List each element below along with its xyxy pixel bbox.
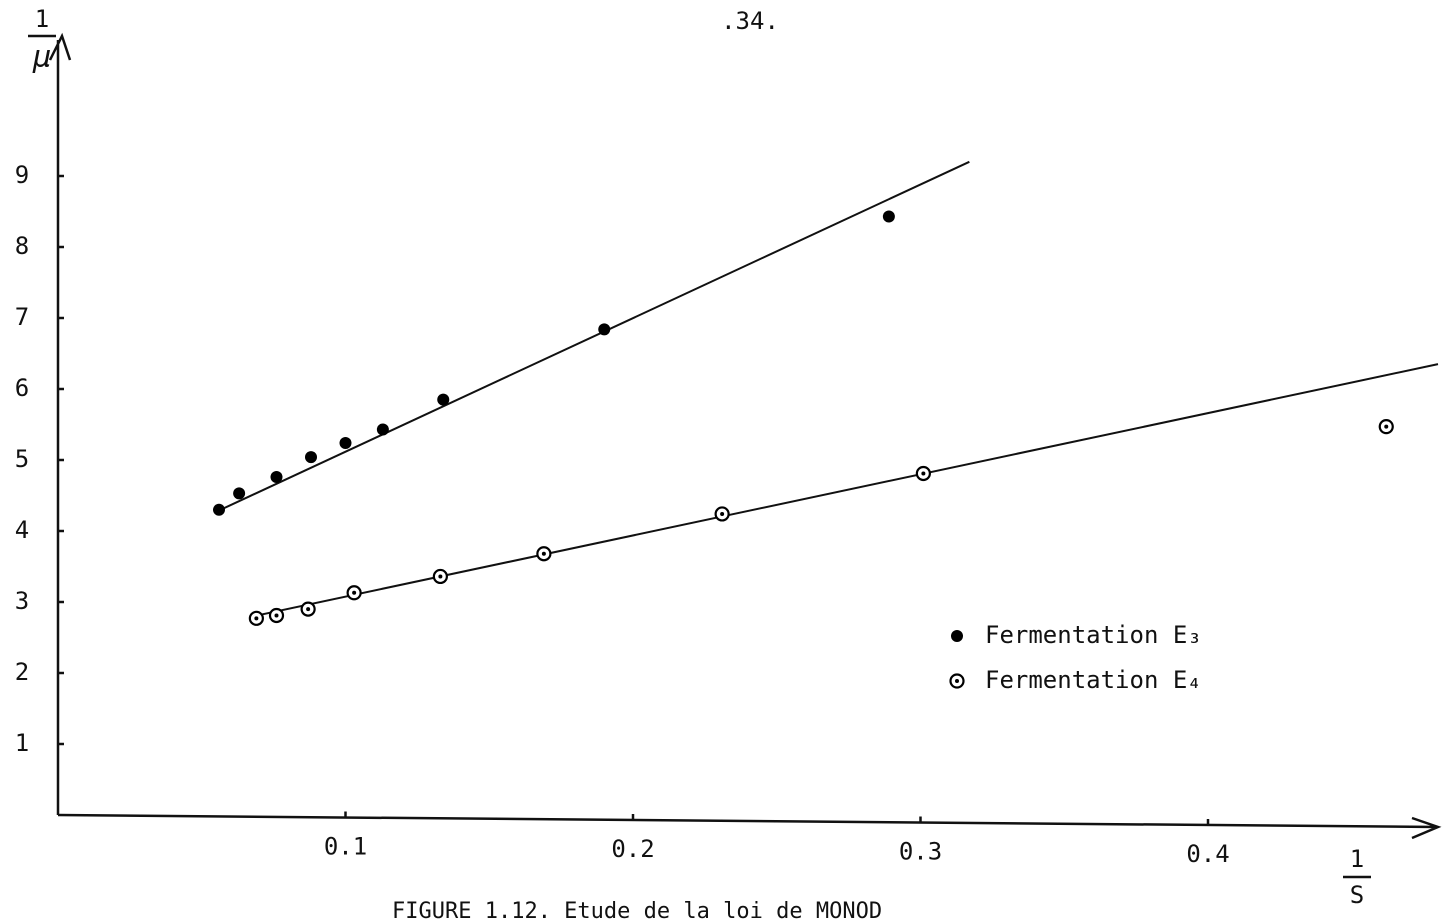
- y-tick-label: 2: [15, 658, 29, 686]
- x-tick-label: 0.3: [899, 838, 942, 866]
- y-tick-label: 3: [15, 587, 29, 615]
- dot: [254, 616, 259, 621]
- legend-marker: [951, 630, 963, 642]
- dot: [270, 471, 283, 484]
- dot: [921, 471, 926, 476]
- dot: [352, 590, 357, 595]
- x-label-numerator: 1: [1350, 845, 1364, 873]
- dot: [306, 607, 311, 612]
- dot: [951, 630, 963, 642]
- point: [233, 487, 246, 500]
- point: [305, 451, 317, 464]
- y-axis: [48, 32, 72, 815]
- point: [714, 506, 730, 522]
- x-label-denominator: S: [1350, 881, 1364, 909]
- y-tick-label: 1: [15, 729, 29, 757]
- fit-line: [215, 160, 970, 513]
- y-tick-label: 9: [15, 161, 29, 189]
- x-axis: [57, 813, 1442, 840]
- dot: [376, 423, 389, 436]
- point: [346, 585, 362, 601]
- point: [339, 436, 352, 449]
- dot: [1384, 424, 1389, 429]
- legend-label: Fermentation E₄: [985, 666, 1202, 694]
- dot: [598, 323, 611, 336]
- point: [376, 423, 389, 436]
- point: [1378, 419, 1394, 435]
- fit-line: [253, 363, 1439, 618]
- point: [882, 210, 895, 223]
- x-tick-label: 0.4: [1186, 840, 1229, 868]
- dot: [233, 487, 246, 500]
- point: [300, 601, 316, 617]
- y-tick-label: 7: [15, 303, 29, 331]
- x-tick-label: 0.1: [324, 833, 367, 861]
- point: [268, 607, 285, 624]
- y-tick-label: 4: [15, 516, 29, 544]
- dot: [882, 210, 895, 223]
- dot: [720, 511, 725, 516]
- dot: [437, 393, 450, 406]
- dot: [339, 436, 352, 449]
- legend-marker: [949, 673, 965, 689]
- legend-label: Fermentation E₃: [985, 621, 1202, 649]
- point: [213, 503, 225, 516]
- point: [536, 546, 552, 562]
- page-number: .34.: [721, 7, 779, 35]
- dot: [438, 574, 443, 579]
- dot: [213, 503, 225, 516]
- x-tick-label: 0.2: [611, 835, 654, 863]
- point: [915, 465, 931, 482]
- y-tick-label: 6: [15, 374, 29, 402]
- point: [432, 568, 448, 585]
- point: [598, 323, 611, 336]
- y-tick-label: 8: [15, 232, 29, 260]
- y-label-denominator: μ: [32, 40, 51, 75]
- y-label-numerator: 1: [35, 5, 49, 33]
- point: [437, 393, 450, 406]
- dot: [955, 679, 959, 683]
- dot: [541, 551, 546, 556]
- point: [270, 471, 283, 484]
- dot: [305, 451, 317, 464]
- point: [248, 610, 264, 626]
- caption: FIGURE 1.12. Etude de la loi de MONOD: [392, 899, 882, 921]
- dot: [274, 613, 279, 618]
- y-tick-label: 5: [15, 445, 29, 473]
